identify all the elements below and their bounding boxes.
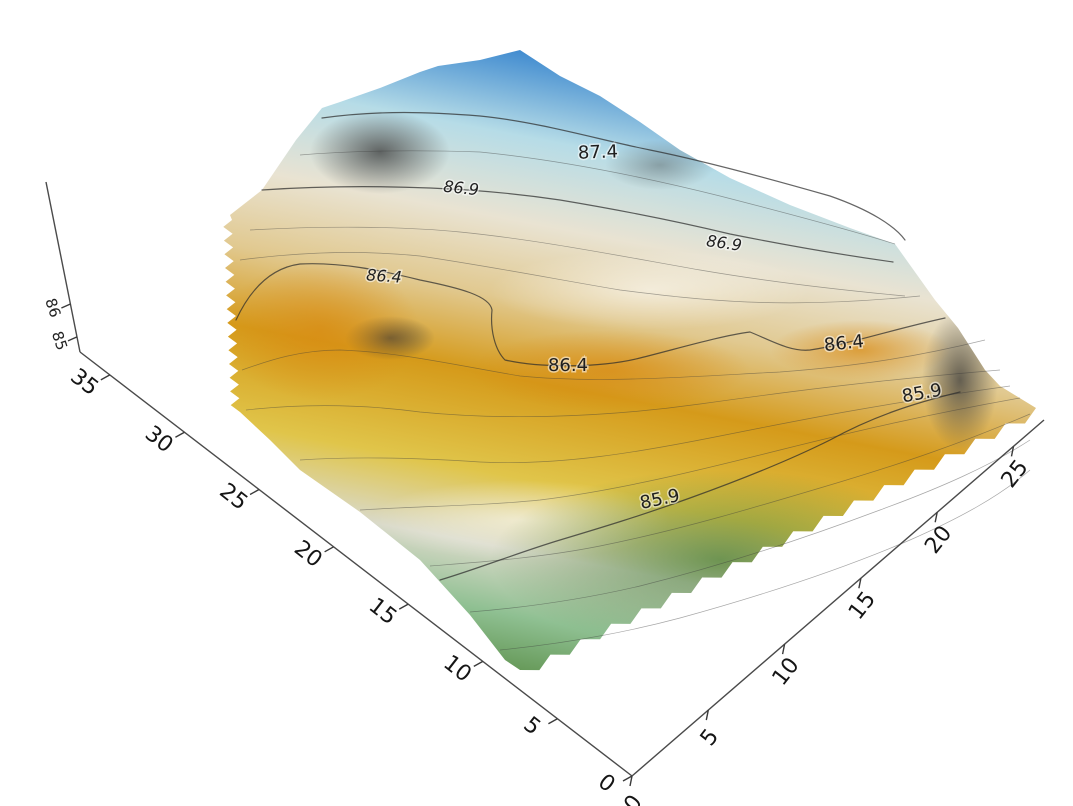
contour-minor-line	[241, 339, 986, 380]
x-axis-line	[631, 419, 1045, 777]
y-tick-mark	[175, 431, 185, 438]
x-tick-mark	[1010, 446, 1015, 457]
x-tick-mark	[629, 775, 633, 787]
light-ridge	[490, 250, 810, 330]
contour-lines	[235, 111, 1031, 651]
contour-major-line	[439, 391, 961, 581]
contour-minor-line	[299, 385, 1011, 464]
shade-hill-top	[310, 110, 450, 194]
z-tick-mark	[61, 303, 71, 309]
y-tick-label: 0	[593, 769, 619, 797]
contour-minor-line	[239, 252, 921, 304]
x-tick-label: 25	[997, 455, 1034, 492]
contour-label: 86.4	[823, 331, 865, 356]
contour-minor-line	[469, 439, 1031, 613]
contour-minor-line	[499, 469, 1031, 651]
y-tick-mark	[622, 775, 633, 782]
x-tick-label: 15	[844, 587, 881, 624]
contour-label: 87.4	[578, 141, 619, 163]
contour-major-line	[261, 186, 894, 263]
x-tick-mark	[705, 709, 709, 721]
contour-minor-line	[245, 369, 1001, 418]
contour-minor-line	[429, 413, 1031, 567]
y-tick-mark	[473, 660, 484, 668]
gold-right	[770, 320, 950, 380]
contour-labels: 85.985.986.486.486.486.986.987.4	[364, 140, 945, 516]
y-tick-mark	[548, 718, 558, 725]
z-tick-mark	[67, 336, 78, 342]
contour-minor-line	[359, 397, 1021, 511]
y-tick-label: 20	[289, 536, 326, 573]
x-tick-mark	[781, 644, 786, 655]
shade-top-mid	[605, 140, 715, 190]
y-tick-label: 5	[519, 712, 545, 740]
z-tick-label: 85	[48, 329, 71, 353]
y-tick-mark	[398, 603, 409, 610]
x-tick-mark	[858, 578, 862, 589]
x-tick-label: 0	[619, 790, 647, 806]
gold-mid	[470, 330, 750, 410]
contour-major-line	[235, 263, 946, 367]
gold-left	[223, 260, 420, 400]
x-tick-label: 5	[696, 725, 724, 751]
contour-major-line	[321, 111, 906, 241]
x-tick-mark	[934, 512, 938, 523]
y-tick-mark	[100, 374, 111, 381]
z-axis-line	[45, 181, 81, 353]
contour-minor-line	[299, 150, 896, 245]
x-tick-label: 10	[768, 653, 805, 690]
y-tick-label: 25	[215, 479, 252, 516]
z-tick-label: 86	[41, 296, 64, 320]
surface: 85.985.986.486.486.486.986.987.4	[223, 50, 1037, 671]
y-tick-label: 30	[140, 421, 177, 458]
contour-label: 86.4	[548, 355, 588, 376]
y-tick-label: 35	[65, 364, 102, 401]
y-tick-mark	[249, 488, 260, 496]
y-axis-line	[79, 351, 633, 777]
y-tick-mark	[324, 546, 334, 553]
y-tick-label: 15	[364, 593, 401, 630]
contour-label: 86.9	[442, 177, 479, 200]
y-tick-label: 10	[438, 651, 475, 688]
contour-minor-line	[249, 226, 906, 297]
contour-label: 86.4	[366, 265, 403, 286]
